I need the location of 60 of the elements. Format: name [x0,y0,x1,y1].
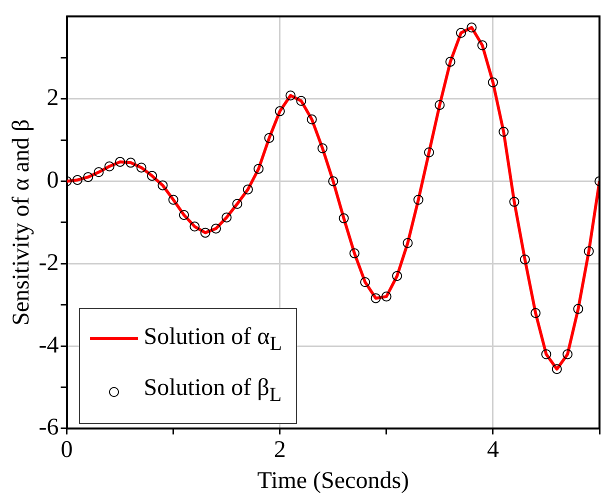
point [296,96,306,106]
y-tick-label: 2 [46,85,59,112]
point [168,194,178,205]
point [104,161,114,172]
point [541,349,552,360]
point [456,28,466,38]
point [477,40,488,50]
point [210,224,221,234]
point [392,270,402,281]
point [306,114,317,124]
point [83,172,94,182]
point [94,167,104,178]
y-axis-title: Sensitivity of α and β [8,119,35,326]
point [136,162,146,173]
point [573,304,584,314]
point [466,22,477,33]
point [254,164,264,174]
point [562,349,573,360]
point [530,308,541,318]
point [381,292,392,302]
point [274,106,285,116]
point [328,176,338,186]
point [509,196,520,207]
point [498,126,509,137]
point [434,100,445,110]
point [360,277,370,288]
point [424,147,434,158]
point [402,238,413,248]
point [520,254,530,264]
point [190,222,200,232]
point [488,77,498,88]
point [158,180,168,190]
point [317,143,328,154]
point [264,132,274,143]
point [584,246,594,256]
point [147,170,158,181]
point [222,212,232,222]
x-tick-label: 4 [486,437,499,464]
y-tick-label: -4 [38,332,59,358]
x-axis-title: Time (Seconds) [257,468,410,494]
point [115,156,126,167]
legend-label: Solution of β$_{L}$ [144,375,282,406]
legend-label: Solution of α$_{L}$ [144,324,282,356]
point [232,198,242,209]
point [286,90,296,101]
point [126,158,136,168]
y-tick-label: -6 [38,414,59,441]
x-tick-label: 2 [274,437,286,464]
y-tick-label: 0 [46,167,59,194]
point [178,210,189,220]
point [72,174,82,185]
point [413,194,424,205]
point [338,213,349,224]
point [200,228,210,238]
point [349,248,360,258]
point [242,184,253,194]
point [445,56,456,67]
point [552,364,562,374]
y-tick-label: -2 [38,250,59,276]
point [370,293,381,304]
